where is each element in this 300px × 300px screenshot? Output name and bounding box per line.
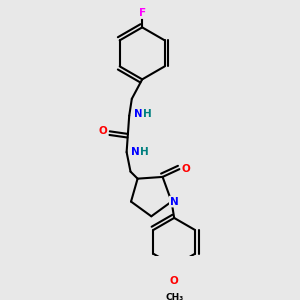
Text: N: N [134,110,143,119]
Text: F: F [139,8,146,18]
Text: O: O [170,276,178,286]
Text: N: N [170,196,178,207]
Text: H: H [142,110,151,119]
Text: O: O [182,164,190,174]
Text: H: H [140,147,149,157]
Text: O: O [99,126,108,136]
Text: CH₃: CH₃ [165,293,183,300]
Text: N: N [131,147,140,157]
